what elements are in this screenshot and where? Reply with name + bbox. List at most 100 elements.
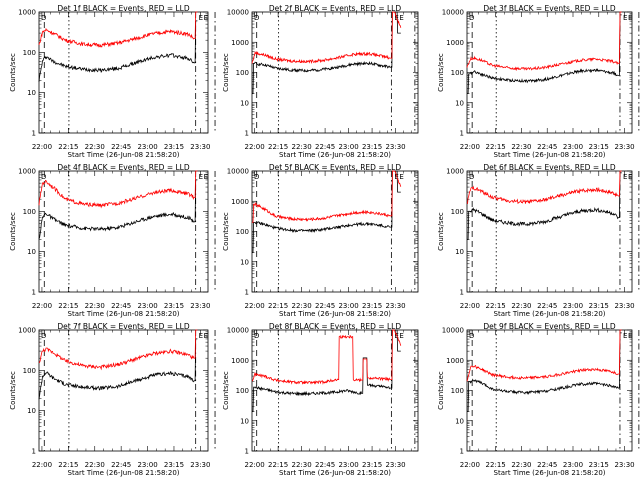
panel-6-xtick-label: 22:30: [511, 302, 531, 310]
panel-4-ytick-label: 10: [27, 248, 36, 256]
panel-9-title: Det 9f BLACK = Events, RED = LLD: [483, 322, 616, 331]
panel-6-xtick-label: 23:30: [614, 302, 634, 310]
panel-1-xtick-label: 23:00: [137, 143, 157, 151]
panel-3-xtick-label: 22:00: [460, 143, 480, 151]
panel-4-xtick-label: 22:45: [111, 302, 131, 310]
panel-2-ytick-label: 10: [240, 99, 249, 107]
panel-6-series-lld: [466, 170, 622, 205]
panel-9-ylabel: Counts/sec: [437, 371, 445, 410]
panel-9-xtick-label: 23:00: [563, 461, 583, 469]
panel-4-frame: [38, 170, 209, 293]
panel-8-ytick-label: 1: [245, 448, 249, 456]
panel-7-xlabel: Start Time (26-Jun-08 21:58:20): [68, 469, 180, 477]
panel-9-marker-right1: E: [623, 332, 627, 340]
panel-3-marker-right1: E: [623, 14, 627, 22]
panel-4-xlabel: Start Time (26-Jun-08 21:58:20): [68, 310, 180, 318]
panel-2-xtick-label: 23:15: [362, 143, 382, 151]
panel-5-xtick-label: 22:45: [315, 302, 335, 310]
panel-3-ytick-label: 10: [455, 99, 464, 107]
panel-6-marker-right2: E: [628, 173, 632, 181]
panel-6-xtick-label: 23:00: [563, 302, 583, 310]
panel-4-xtick-label: 23:00: [137, 302, 157, 310]
panel-8-ytick-label: 100: [236, 387, 249, 395]
panel-8-xtick-label: 22:15: [268, 461, 288, 469]
panel-2-xtick-label: 22:45: [315, 143, 335, 151]
panel-4-series-events: [38, 179, 198, 240]
panel-5-ytick-label: 10: [240, 258, 249, 266]
panel-9-ytick-label: 10: [455, 417, 464, 425]
panel-3-series-lld: [466, 11, 622, 72]
panel-3-ytick-label: 100: [451, 69, 464, 77]
panel-6-marker-left: D: [469, 173, 474, 181]
panel-7-ytick-label: 10: [27, 407, 36, 415]
panel-7-ytick-label: 1000: [18, 327, 36, 335]
panel-2-xtick-label: 22:30: [292, 143, 312, 151]
panel-2-xtick-label: 23:30: [385, 143, 405, 151]
panel-3-marker-left: D: [469, 14, 474, 22]
panel-9-xtick-label: 22:30: [511, 461, 531, 469]
panel-1-ytick-label: 1000: [18, 9, 36, 17]
panel-7-xtick-label: 23:00: [137, 461, 157, 469]
panel-7-series-lld: [38, 329, 198, 371]
panel-5-ylabel: Counts/sec: [222, 212, 230, 251]
panel-8-xtick-label: 23:15: [362, 461, 382, 469]
panel-4-marker-right2: E: [204, 173, 208, 181]
panel-4-xtick-label: 22:30: [85, 302, 105, 310]
panel-5-title: Det 5f BLACK = Events, RED = LLD: [269, 163, 402, 172]
panel-5-ytick-label: 100: [236, 228, 249, 236]
panel-2-xtick-label: 22:00: [245, 143, 265, 151]
panel-2-marker-left: D: [254, 14, 259, 22]
panel-3-xtick-label: 23:30: [614, 143, 634, 151]
panel-1-series-events: [38, 20, 198, 83]
panel-6-ytick-label: 100: [451, 208, 464, 216]
panel-5-xtick-label: 22:00: [245, 302, 265, 310]
panel-6-ytick-label: 10: [455, 248, 464, 256]
panel-4-ylabel: Counts/sec: [9, 212, 17, 251]
panel-7-xtick-label: 23:15: [164, 461, 184, 469]
panel-7-xtick-label: 22:00: [32, 461, 52, 469]
panel-9-series-events: [467, 332, 622, 412]
panel-8-xtick-label: 22:45: [315, 461, 335, 469]
panel-9-ytick-label: 10000: [442, 327, 464, 335]
panel-7-xtick-label: 22:45: [111, 461, 131, 469]
panel-6-marker-right1: E: [623, 173, 627, 181]
panel-6-xtick-label: 22:15: [486, 302, 506, 310]
panel-2-xtick-label: 23:00: [338, 143, 358, 151]
panel-1-xtick-label: 22:30: [85, 143, 105, 151]
panel-4-marker-left: D: [41, 173, 46, 181]
panel-8-frame: [251, 329, 419, 452]
panel-8-title: Det 8f BLACK = Events, RED = LLD: [269, 322, 402, 331]
panel-9-xtick-label: 22:45: [537, 461, 557, 469]
panel-8-series-lld: [252, 329, 402, 385]
panel-8-ytick-label: 10000: [227, 327, 249, 335]
panel-5-xtick-label: 23:30: [385, 302, 405, 310]
panel-2-title: Det 2f BLACK = Events, RED = LLD: [269, 4, 402, 13]
panel-2-ylabel: Counts/sec: [222, 53, 230, 92]
panel-3-xlabel: Start Time (26-Jun-08 21:58:20): [494, 151, 606, 159]
panel-4-title: Det 4f BLACK = Events, RED = LLD: [57, 163, 190, 172]
panel-3-xtick-label: 23:15: [589, 143, 609, 151]
panel-5-xtick-label: 22:30: [292, 302, 312, 310]
panel-3-title: Det 3f BLACK = Events, RED = LLD: [483, 4, 616, 13]
panel-7-series-events: [38, 338, 198, 400]
panel-8-xtick-label: 23:00: [338, 461, 358, 469]
panel-1-marker-right2: E: [204, 14, 208, 22]
panel-2-ytick-label: 1000: [231, 39, 249, 47]
panel-5-marker-right2: E: [399, 173, 403, 181]
panel-5-xtick-label: 23:15: [362, 302, 382, 310]
panel-3-ytick-label: 10000: [442, 9, 464, 17]
panel-4-xtick-label: 22:00: [32, 302, 52, 310]
panel-8-series-events: [252, 329, 401, 412]
panel-6-series-events: [467, 172, 622, 240]
panel-8-marker-right2: E: [399, 332, 403, 340]
panel-5-ytick-label: 1: [245, 289, 249, 297]
panel-1-ytick-label: 100: [23, 49, 36, 57]
panel-1-xtick-label: 23:30: [190, 143, 210, 151]
panel-9-xtick-label: 23:30: [614, 461, 634, 469]
panel-5-xlabel: Start Time (26-Jun-08 21:58:20): [279, 310, 391, 318]
panel-4-xtick-label: 22:15: [58, 302, 78, 310]
panel-8-xtick-label: 22:30: [292, 461, 312, 469]
panel-5-xtick-label: 22:15: [268, 302, 288, 310]
panel-2-ytick-label: 100: [236, 69, 249, 77]
panel-6-xtick-label: 23:15: [589, 302, 609, 310]
